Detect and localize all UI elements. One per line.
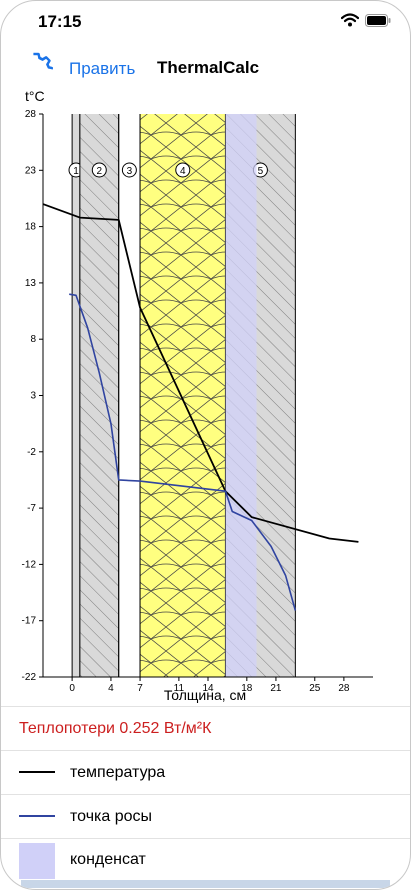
x-tick-label: 21 (270, 683, 282, 694)
y-tick-label: 3 (30, 391, 36, 402)
legend-label-dew-point: точка росы (70, 808, 152, 826)
x-tick-label: 28 (338, 683, 350, 694)
y-tick-label: 23 (25, 165, 37, 176)
status-time: 17:15 (38, 12, 81, 32)
legend-item-dew-point: точка росы (1, 795, 410, 839)
home-indicator (21, 880, 390, 888)
y-tick-label: -12 (22, 559, 37, 570)
separator (1, 706, 410, 707)
legend-label-temperature: температура (70, 764, 165, 782)
layer-number: 5 (258, 166, 264, 177)
condensate-swatch (19, 843, 55, 879)
dew-point-line-swatch (19, 814, 55, 818)
x-axis-label: Толщина, см (164, 687, 246, 703)
wifi-icon (341, 13, 359, 27)
y-tick-label: -2 (27, 447, 36, 458)
layer-number: 3 (127, 166, 133, 177)
layer-number: 2 (97, 166, 103, 177)
condensate-area (225, 114, 256, 677)
legend-item-temperature: температура (1, 751, 410, 795)
y-tick-label: 8 (30, 334, 36, 345)
x-tick-label: 4 (108, 683, 114, 694)
legend-label-condensate: конденсат (70, 851, 146, 869)
heat-loss-text: Теплопотери 0.252 Вт/м²К (19, 720, 211, 738)
layer-number: 1 (73, 166, 79, 177)
y-tick-label: 18 (25, 222, 37, 233)
layer-insulation-pattern (140, 114, 225, 677)
app-title: ThermalCalc (157, 58, 259, 78)
edit-button[interactable]: Править (69, 59, 135, 79)
x-tick-label: 0 (69, 683, 75, 694)
y-tick-label: 28 (25, 109, 37, 120)
y-axis-label: t°C (25, 88, 45, 104)
condensation-zone (225, 114, 256, 677)
gear-icon[interactable] (19, 51, 53, 85)
y-tick-label: 13 (25, 278, 37, 289)
layer-1 (72, 114, 80, 677)
y-tick-label: -22 (22, 672, 37, 683)
nav-bar: Править ThermalCalc (1, 47, 410, 91)
layer-hatch (80, 114, 119, 677)
layer-number: 4 (180, 166, 186, 177)
legend-item-condensate: конденсат (1, 839, 410, 883)
x-tick-label: 25 (309, 683, 321, 694)
x-tick-label: 7 (137, 683, 143, 694)
wall-layers: 1 2 3 4 5 (69, 114, 295, 677)
temperature-line-swatch (19, 770, 55, 774)
battery-icon (365, 14, 391, 27)
y-tick-label: -17 (22, 616, 37, 627)
y-tick-label: -7 (27, 503, 36, 514)
status-bar: 17:15 (1, 1, 410, 45)
